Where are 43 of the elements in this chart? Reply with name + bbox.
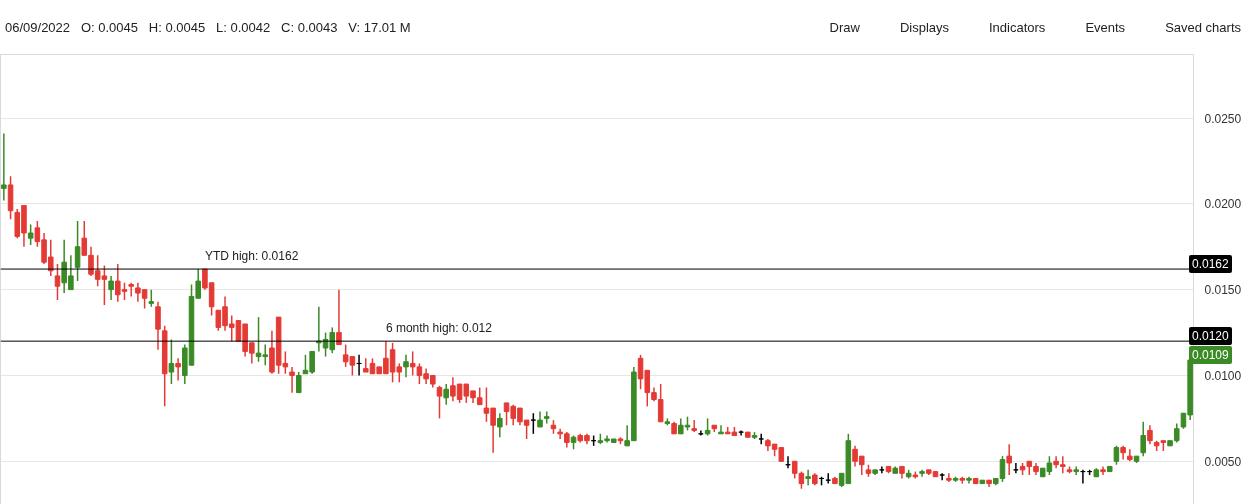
candlestick	[1140, 421, 1147, 457]
candlestick	[336, 288, 342, 346]
chart-title: 06/09/2022 O: 0.0045 H: 0.0045 L: 0.0042 C: 0.0043 V: 17.01 M	[5, 20, 411, 35]
candlestick	[443, 383, 449, 406]
candlestick	[403, 354, 409, 378]
candlestick	[691, 419, 697, 433]
candlestick	[805, 469, 811, 487]
candlestick	[74, 220, 81, 282]
candlestick	[497, 412, 503, 439]
annotation: 0.0109	[1189, 345, 1232, 364]
ref-line-label: YTD high: 0.0162	[204, 249, 299, 264]
text: Saved charts	[1165, 20, 1241, 35]
candlestick	[27, 223, 34, 246]
y-tick-label: 0.0050	[1204, 454, 1242, 469]
text: Indicators	[989, 20, 1046, 35]
y-tick-label: 0.0150	[1204, 283, 1242, 298]
candlestick	[1073, 465, 1079, 476]
candlestick	[530, 412, 537, 435]
annotation: 0.0120	[1189, 326, 1232, 345]
candlestick	[295, 371, 302, 394]
candlestick	[718, 424, 724, 435]
candlestick	[289, 366, 295, 394]
annotation: 0.0162	[1189, 254, 1232, 273]
candlestick	[128, 282, 134, 298]
y-tick-label: 0.0200	[1204, 197, 1242, 212]
candlestick	[108, 275, 114, 301]
candlestick	[168, 338, 175, 385]
y-tick-label: 0.0100	[1204, 368, 1242, 383]
y-tick-label: 0.0250	[1204, 111, 1242, 126]
text: Displays	[899, 20, 949, 35]
candlestick	[155, 300, 161, 351]
text: Events	[1085, 20, 1126, 35]
candlestick	[54, 263, 61, 301]
candlestick	[436, 385, 443, 420]
candlestick	[1, 132, 7, 202]
candlestick	[175, 357, 181, 382]
candlestick	[1147, 424, 1153, 445]
candlestick	[1100, 465, 1106, 476]
text: Draw	[829, 20, 860, 35]
ref-line-label: 6 month high: 0.012	[385, 321, 493, 336]
candlestick	[1006, 443, 1012, 476]
candlestick	[1113, 445, 1120, 466]
candlestick	[946, 472, 952, 483]
